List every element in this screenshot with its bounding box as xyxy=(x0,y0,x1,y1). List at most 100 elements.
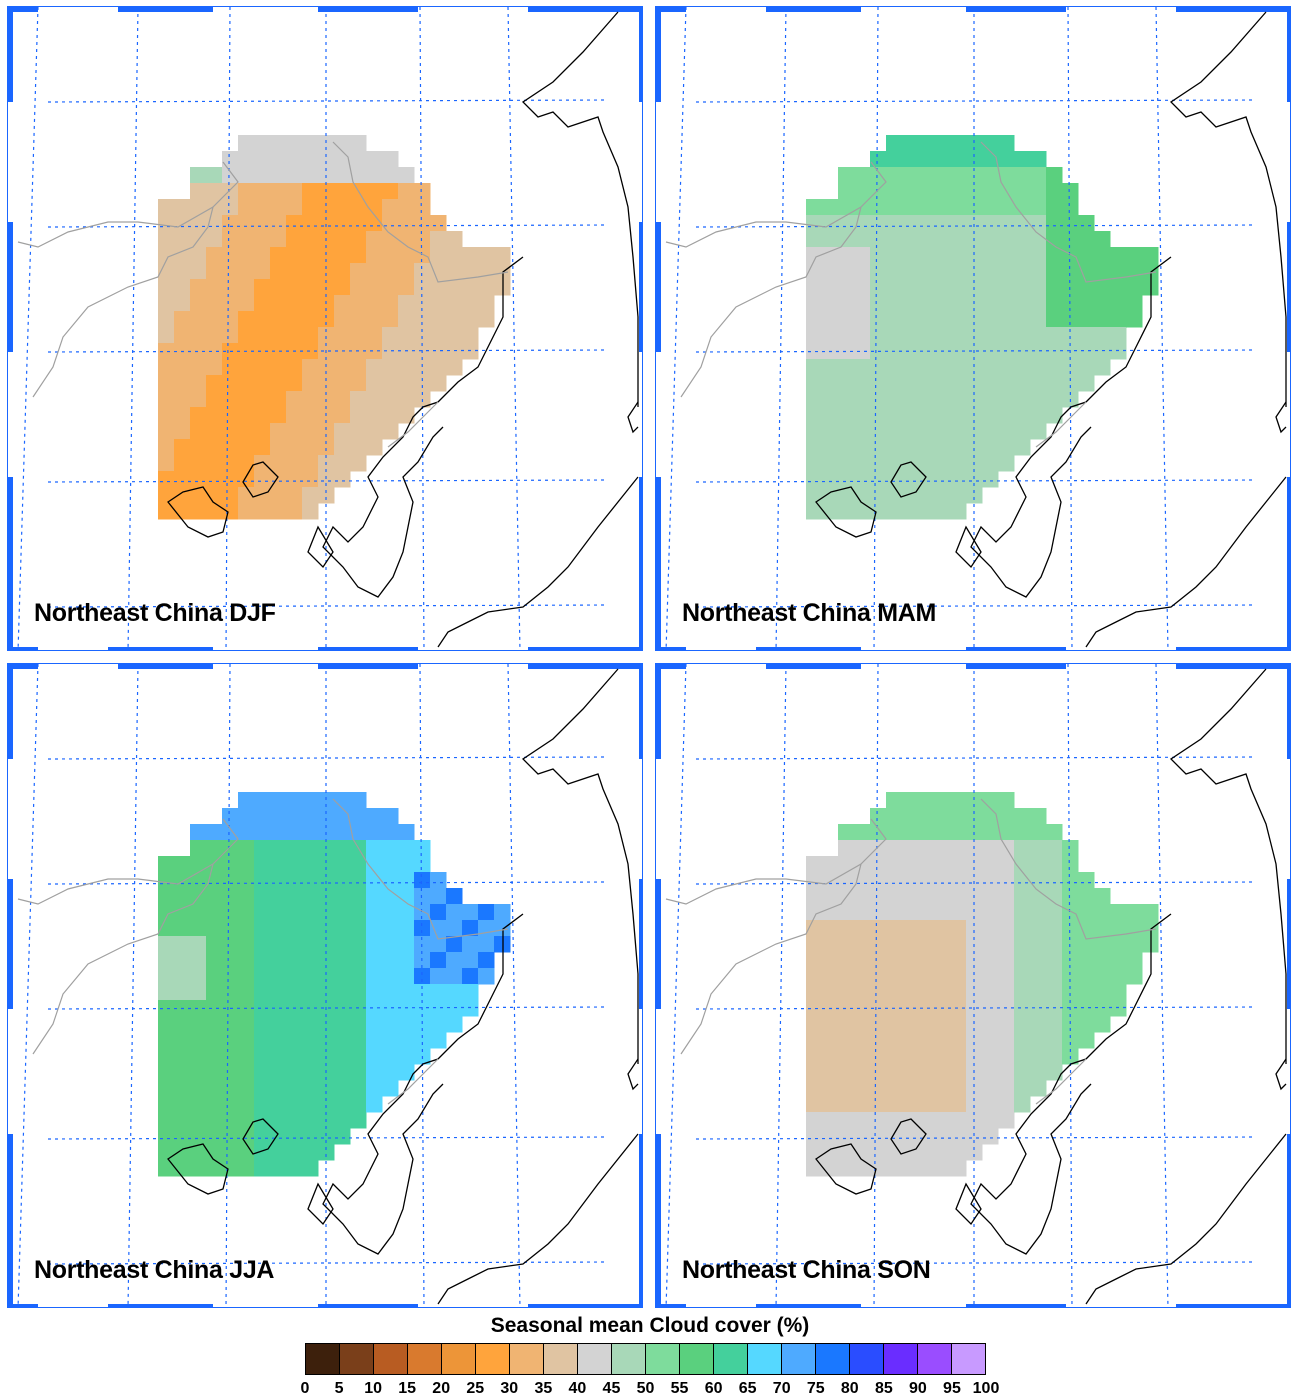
cloud-cover-cell xyxy=(902,792,919,809)
cloud-cover-cell xyxy=(950,1064,967,1081)
cloud-cover-cell xyxy=(982,872,999,889)
cloud-cover-cell xyxy=(366,295,383,312)
cloud-cover-cell xyxy=(398,1016,415,1033)
cloud-cover-cell xyxy=(1094,263,1111,280)
cloud-cover-cell xyxy=(238,295,255,312)
cloud-cover-cell xyxy=(430,295,447,312)
cloud-cover-cell xyxy=(158,1016,175,1033)
cloud-cover-cell xyxy=(238,199,255,216)
cloud-cover-cell xyxy=(1014,1032,1031,1049)
cloud-cover-cell xyxy=(966,487,983,504)
country-border xyxy=(1035,401,1087,448)
cloud-cover-cell xyxy=(918,343,935,360)
cloud-cover-cell xyxy=(238,215,255,232)
cloud-cover-cell xyxy=(286,167,303,184)
cloud-cover-cell xyxy=(382,343,399,360)
colorbar-tick-label: 5 xyxy=(334,1380,344,1397)
cloud-cover-cell xyxy=(302,1096,319,1113)
cloud-cover-cell xyxy=(822,904,839,921)
cloud-cover-cell xyxy=(254,359,271,376)
frame-tick xyxy=(756,647,861,650)
cloud-cover-cell xyxy=(350,808,367,825)
cloud-cover-cell xyxy=(238,231,255,248)
cloud-cover-cell xyxy=(286,1112,303,1129)
cloud-cover-cell xyxy=(998,359,1015,376)
cloud-cover-cell xyxy=(190,872,207,889)
cloud-cover-cell xyxy=(302,279,319,296)
cloud-cover-cell xyxy=(318,423,335,440)
cloud-cover-cell xyxy=(806,311,823,328)
cloud-cover-cell xyxy=(1030,952,1047,969)
cloud-cover-cell xyxy=(902,199,919,216)
cloud-cover-cell xyxy=(238,407,255,424)
cloud-cover-cell xyxy=(158,455,175,472)
cloud-cover-cell xyxy=(286,199,303,216)
cloud-cover-cell xyxy=(190,984,207,1001)
cloud-cover-cell xyxy=(286,872,303,889)
cloud-cover-cell xyxy=(190,391,207,408)
cloud-cover-cell xyxy=(1014,215,1031,232)
cloud-cover-cell xyxy=(1014,199,1031,216)
cloud-cover-cell xyxy=(886,391,903,408)
cloud-cover-cell xyxy=(286,391,303,408)
cloud-cover-cell xyxy=(350,1048,367,1065)
cloud-cover-cell xyxy=(982,295,999,312)
cloud-cover-cell xyxy=(398,391,415,408)
colorbar-tick-label: 70 xyxy=(772,1380,791,1397)
cloud-cover-cell xyxy=(934,311,951,328)
cloud-cover-cell xyxy=(286,936,303,953)
cloud-cover-cell xyxy=(982,920,999,937)
cloud-cover-cell xyxy=(950,151,967,168)
cloud-cover-cell xyxy=(822,279,839,296)
cloud-cover-cell xyxy=(854,904,871,921)
cloud-cover-cell xyxy=(254,1000,271,1017)
cloud-cover-cell xyxy=(854,423,871,440)
cloud-cover-cell xyxy=(966,199,983,216)
cloud-cover-cell xyxy=(382,1064,399,1081)
longitude-gridline xyxy=(775,7,787,650)
cloud-cover-cell xyxy=(366,423,383,440)
cloud-cover-cell xyxy=(1014,231,1031,248)
cloud-cover-cell xyxy=(302,439,319,456)
cloud-cover-cell xyxy=(870,1096,887,1113)
cloud-cover-cell xyxy=(838,311,855,328)
cloud-cover-cell xyxy=(950,1144,967,1161)
cloud-cover-cell xyxy=(190,968,207,985)
colorbar-tick-label: 10 xyxy=(364,1380,382,1397)
cloud-cover-cell xyxy=(174,199,191,216)
cloud-cover-cell xyxy=(838,439,855,456)
cloud-cover-cell xyxy=(382,808,399,825)
frame-tick xyxy=(318,7,418,12)
cloud-cover-cell xyxy=(902,311,919,328)
cloud-cover-cell xyxy=(318,920,335,937)
cloud-cover-cell xyxy=(998,327,1015,344)
cloud-cover-cell xyxy=(382,856,399,873)
cloud-cover-cell xyxy=(318,904,335,921)
cloud-cover-cell xyxy=(318,311,335,328)
cloud-cover-cell xyxy=(902,327,919,344)
cloud-cover-cell xyxy=(174,1160,191,1177)
colorbar-tick-label: 95 xyxy=(943,1380,961,1397)
cloud-cover-cell xyxy=(886,231,903,248)
cloud-cover-cell xyxy=(1030,183,1047,200)
cloud-cover-cell xyxy=(334,888,351,905)
cloud-cover-cell xyxy=(430,1016,447,1033)
cloud-cover-cell xyxy=(174,1080,191,1097)
cloud-cover-cell xyxy=(222,1112,239,1129)
cloud-cover-cell xyxy=(206,279,223,296)
cloud-cover-cell xyxy=(838,920,855,937)
cloud-cover-cell xyxy=(334,792,351,809)
cloud-cover-cell xyxy=(158,1096,175,1113)
cloud-cover-cell xyxy=(998,1032,1015,1049)
cloud-cover-cell xyxy=(934,920,951,937)
cloud-cover-cell xyxy=(1126,247,1143,264)
cloud-cover-cell xyxy=(206,904,223,921)
cloud-cover-cell xyxy=(254,840,271,857)
cloud-cover-cell xyxy=(222,1048,239,1065)
cloud-cover-cell xyxy=(350,872,367,889)
cloud-cover-cell xyxy=(222,471,239,488)
cloud-cover-cell xyxy=(350,327,367,344)
cloud-cover-cell xyxy=(1014,391,1031,408)
cloud-cover-cell xyxy=(822,327,839,344)
country-border xyxy=(32,863,214,1055)
